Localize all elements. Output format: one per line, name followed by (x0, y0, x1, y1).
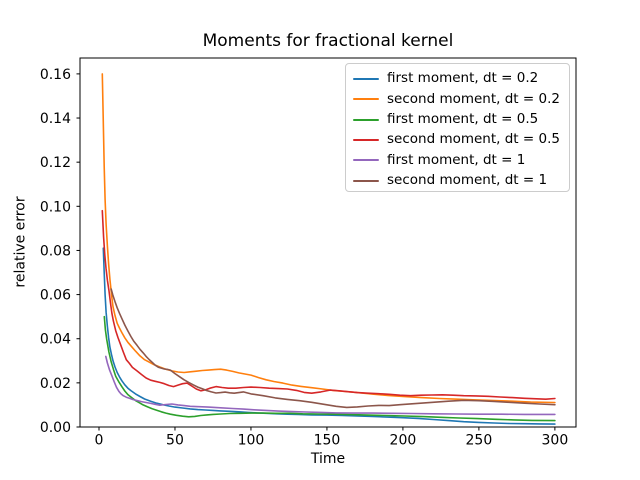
legend-entry: second moment, dt = 0.5 (353, 130, 569, 150)
y-tick-label: 0.06 (40, 288, 71, 304)
x-tick-label: 100 (238, 433, 265, 449)
y-tick-label: 0.04 (40, 332, 71, 348)
legend-entry: second moment, dt = 0.2 (353, 89, 569, 109)
legend: first moment, dt = 0.2 second moment, dt … (345, 63, 570, 192)
legend-line-swatch (353, 78, 379, 81)
y-tick-label: 0.02 (40, 376, 71, 392)
y-tick-label: 0.16 (40, 67, 71, 83)
legend-line-swatch (353, 179, 379, 182)
x-tick-label: 0 (95, 433, 104, 449)
legend-label: first moment, dt = 0.5 (387, 110, 539, 127)
legend-label: second moment, dt = 0.2 (387, 90, 560, 107)
legend-entry: first moment, dt = 1 (353, 150, 569, 170)
chart-title: Moments for fractional kernel (202, 31, 454, 51)
x-tick-label: 250 (466, 433, 493, 449)
y-tick-label: 0.14 (40, 111, 71, 127)
legend-entry: second moment, dt = 1 (353, 170, 569, 190)
y-tick-label: 0.00 (40, 420, 71, 436)
x-axis-label: Time (310, 451, 346, 467)
legend-label: second moment, dt = 0.5 (387, 131, 560, 148)
legend-entry: first moment, dt = 0.2 (353, 69, 569, 89)
legend-entry: first moment, dt = 0.5 (353, 110, 569, 130)
legend-label: first moment, dt = 0.2 (387, 70, 539, 87)
series-line-first-moment-dt-0.2 (102, 247, 556, 425)
y-axis-label: relative error (13, 196, 29, 288)
y-axis-label-container: relative error (0, 2, 69, 480)
y-tick-label: 0.10 (40, 199, 71, 215)
y-tick-label: 0.08 (40, 243, 71, 259)
x-tick-label: 300 (542, 433, 569, 449)
legend-line-swatch (353, 118, 379, 121)
legend-line-swatch (353, 159, 379, 162)
legend-label: second moment, dt = 1 (387, 171, 548, 188)
series-line-first-moment-dt-0.5 (103, 315, 556, 422)
series-line-second-moment-dt-0.5 (101, 209, 556, 401)
x-tick-label: 200 (390, 433, 417, 449)
y-tick-label: 0.12 (40, 155, 71, 171)
series-line-first-moment-dt-1 (105, 355, 556, 416)
axes-frame (79, 57, 577, 428)
legend-line-swatch (353, 98, 379, 101)
legend-line-swatch (353, 139, 379, 142)
x-tick-label: 150 (314, 433, 341, 449)
series-line-second-moment-dt-1 (110, 288, 556, 409)
legend-label: first moment, dt = 1 (387, 151, 526, 168)
x-tick-label: 50 (166, 433, 184, 449)
